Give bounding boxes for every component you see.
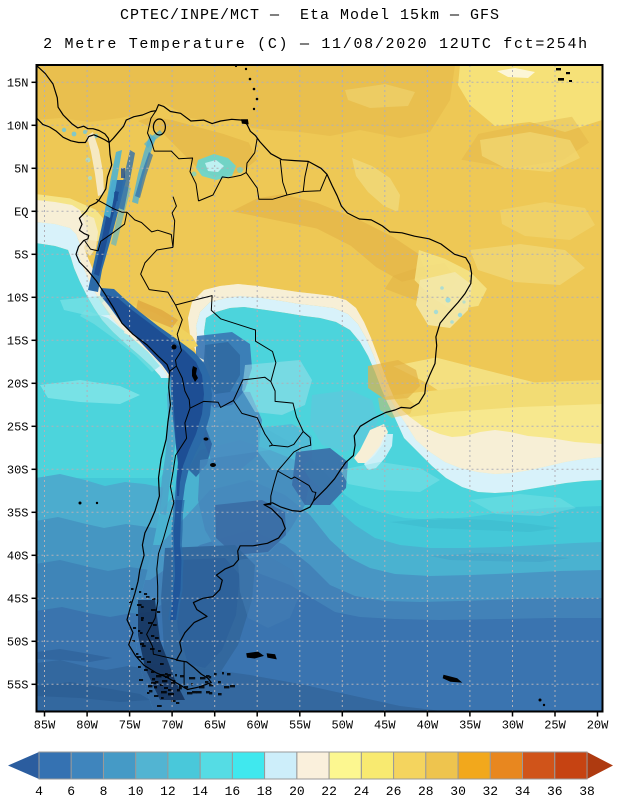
svg-text:20W: 20W bbox=[587, 719, 609, 733]
svg-text:8: 8 bbox=[100, 784, 108, 799]
svg-text:20: 20 bbox=[289, 784, 305, 799]
svg-text:50S: 50S bbox=[7, 635, 29, 649]
svg-text:10N: 10N bbox=[7, 119, 29, 133]
svg-text:18: 18 bbox=[257, 784, 273, 799]
svg-text:6: 6 bbox=[67, 784, 75, 799]
svg-text:34: 34 bbox=[515, 784, 531, 799]
svg-text:35W: 35W bbox=[459, 719, 481, 733]
svg-text:EQ: EQ bbox=[14, 205, 28, 219]
svg-text:5N: 5N bbox=[14, 162, 28, 176]
svg-text:30: 30 bbox=[450, 784, 466, 799]
svg-text:65W: 65W bbox=[204, 719, 226, 733]
svg-text:60W: 60W bbox=[246, 719, 268, 733]
svg-text:16: 16 bbox=[225, 784, 241, 799]
svg-text:20S: 20S bbox=[7, 377, 29, 391]
svg-text:25W: 25W bbox=[544, 719, 566, 733]
svg-text:4: 4 bbox=[35, 784, 43, 799]
svg-text:40S: 40S bbox=[7, 549, 29, 563]
svg-text:32: 32 bbox=[482, 784, 498, 799]
svg-text:15N: 15N bbox=[7, 76, 29, 90]
svg-text:45W: 45W bbox=[374, 719, 396, 733]
svg-text:26: 26 bbox=[386, 784, 402, 799]
svg-text:70W: 70W bbox=[161, 719, 183, 733]
svg-text:5S: 5S bbox=[14, 248, 28, 262]
svg-text:45S: 45S bbox=[7, 592, 29, 606]
svg-text:30S: 30S bbox=[7, 463, 29, 477]
svg-text:22: 22 bbox=[321, 784, 337, 799]
svg-text:10S: 10S bbox=[7, 291, 29, 305]
svg-text:55S: 55S bbox=[7, 678, 29, 692]
svg-text:50W: 50W bbox=[331, 719, 353, 733]
svg-text:80W: 80W bbox=[76, 719, 98, 733]
svg-text:85W: 85W bbox=[34, 719, 56, 733]
svg-text:38: 38 bbox=[579, 784, 595, 799]
svg-text:40W: 40W bbox=[417, 719, 439, 733]
svg-text:24: 24 bbox=[354, 784, 370, 799]
svg-text:14: 14 bbox=[192, 784, 208, 799]
svg-text:25S: 25S bbox=[7, 420, 29, 434]
svg-text:15S: 15S bbox=[7, 334, 29, 348]
svg-text:10: 10 bbox=[128, 784, 144, 799]
svg-text:36: 36 bbox=[547, 784, 563, 799]
svg-text:12: 12 bbox=[160, 784, 176, 799]
svg-text:28: 28 bbox=[418, 784, 434, 799]
svg-text:55W: 55W bbox=[289, 719, 311, 733]
svg-text:75W: 75W bbox=[119, 719, 141, 733]
svg-text:35S: 35S bbox=[7, 506, 29, 520]
svg-text:30W: 30W bbox=[502, 719, 524, 733]
